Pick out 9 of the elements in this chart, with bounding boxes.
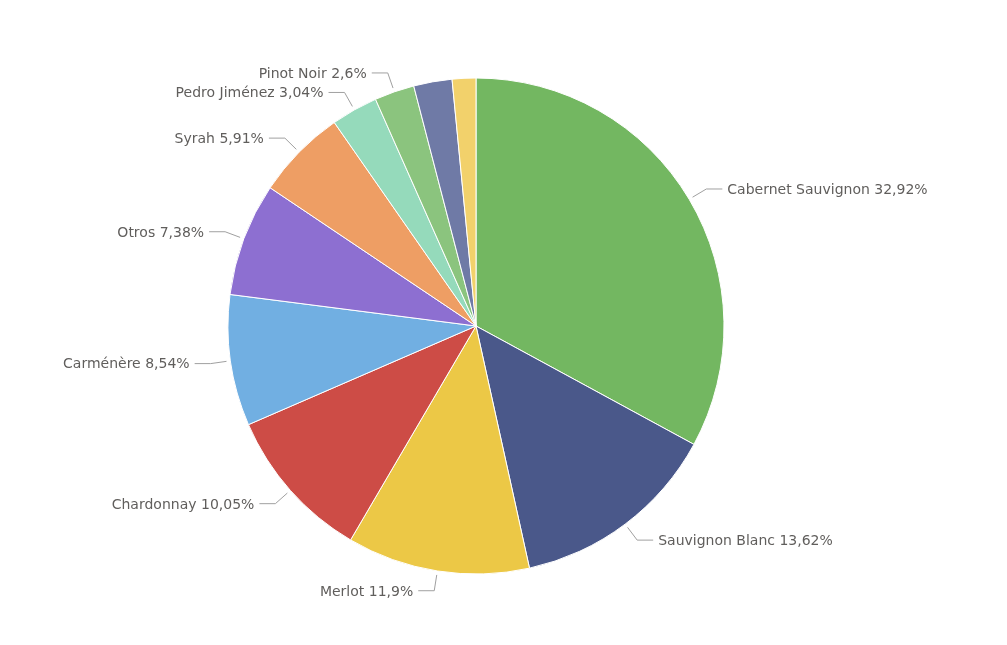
slice-label: Otros 7,38% (117, 223, 205, 240)
slice-label: Chardonnay 10,05% (111, 495, 255, 512)
slice-label: Syrah 5,91% (174, 130, 264, 147)
slice-label: Carménère 8,54% (63, 355, 190, 372)
slice-label: Pinot Noir 2,6% (258, 64, 367, 81)
slice-label: Pedro Jiménez 3,04% (175, 84, 324, 101)
slice-label: Sauvignon Blanc 13,62% (658, 532, 833, 549)
slice-label: Cabernet Sauvignon 32,92% (727, 180, 928, 197)
slice-label: Merlot 11,9% (319, 582, 414, 599)
